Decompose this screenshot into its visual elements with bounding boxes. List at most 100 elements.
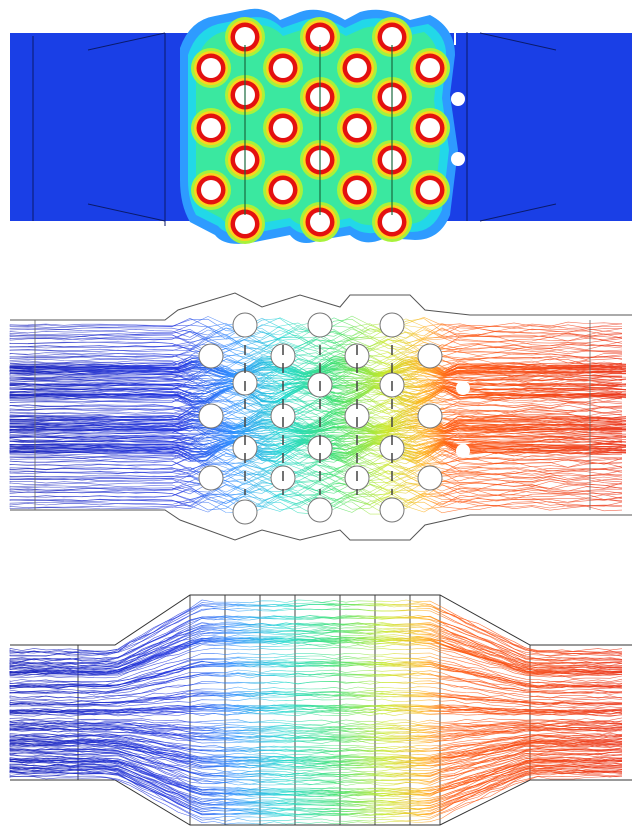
streamline [9,617,623,662]
streamline [9,406,627,428]
streamline [9,406,623,421]
streamline [9,399,623,413]
streamline [9,751,623,781]
streamline [9,330,623,348]
pin-fin [347,118,367,138]
streamline [9,435,623,453]
side-hole [451,152,465,166]
streamline [9,748,623,776]
pin-fin [273,118,293,138]
streamline [9,434,627,437]
streamline [9,762,623,801]
streamline [9,738,623,760]
streamline [9,435,627,440]
pin-fin [347,58,367,78]
pin-fin [310,27,330,47]
streamline [9,736,623,756]
temperature-contour-panel [0,0,642,250]
streamline [9,322,623,339]
streamline [9,674,623,696]
streamline [9,718,623,726]
streamline [9,436,627,443]
streamline [9,362,627,376]
streamline [9,419,626,432]
streamlines-pin-fins-panel [0,285,642,550]
streamline [9,466,623,485]
streamline [9,339,623,356]
pin-fin [382,27,402,47]
streamline [9,474,623,493]
streamline [9,709,623,715]
pin-fin [382,212,402,232]
streamline [9,481,623,498]
streamline [9,473,623,492]
streamlines-empty-panel [0,580,642,834]
streamline [9,607,623,657]
streamline [9,397,623,414]
streamline [9,722,623,732]
streamline [9,694,623,707]
streamline [9,463,623,481]
pin-fin [417,343,443,369]
streamline [9,767,623,811]
streamline [9,760,623,797]
pin-fin [273,58,293,78]
streamline [9,354,627,373]
streamline [9,732,623,749]
streamline [9,745,623,773]
streamline [9,461,623,475]
streamline [9,495,623,511]
streamline [9,368,627,378]
pin-fin [420,58,440,78]
streamline [9,469,623,484]
streamline [9,708,623,715]
streamline [9,626,623,667]
pin-fin [379,497,405,523]
streamline [9,327,623,345]
streamline [9,759,622,796]
streamline [9,400,623,419]
streamline [9,721,623,730]
streamline [9,456,623,474]
streamline [9,479,623,495]
streamline [9,636,623,673]
streamline [9,753,623,785]
streamline [9,769,623,813]
streamline [9,764,623,805]
streamline [9,446,623,462]
pin-fin [235,214,255,234]
streamline [9,418,627,432]
streamline [9,634,623,672]
pin-fin [420,180,440,200]
pin-fin [235,27,255,47]
streamline [9,369,623,387]
streamline [9,356,627,375]
streamline [9,422,627,434]
streamline [9,463,623,482]
pin-fin [201,118,221,138]
streamline [9,759,623,796]
streamline [9,497,623,517]
streamline [9,621,623,665]
streamline [9,464,623,480]
pin-fin [417,403,443,429]
streamline [9,758,623,794]
streamline [9,669,623,693]
side-hole [456,381,470,395]
streamline [9,317,623,336]
channel-outline [10,292,632,541]
streamline [9,413,627,429]
pin-fin [198,465,224,491]
streamline [9,330,623,347]
streamline [9,640,623,676]
pin-fin [379,312,405,338]
streamline [9,638,623,675]
streamline [9,470,623,488]
streamline [9,756,623,791]
streamline [9,680,623,699]
streamline [9,751,623,783]
streamline [9,641,622,677]
streamline [9,741,623,765]
streamline [9,449,623,467]
streamline [9,624,623,667]
